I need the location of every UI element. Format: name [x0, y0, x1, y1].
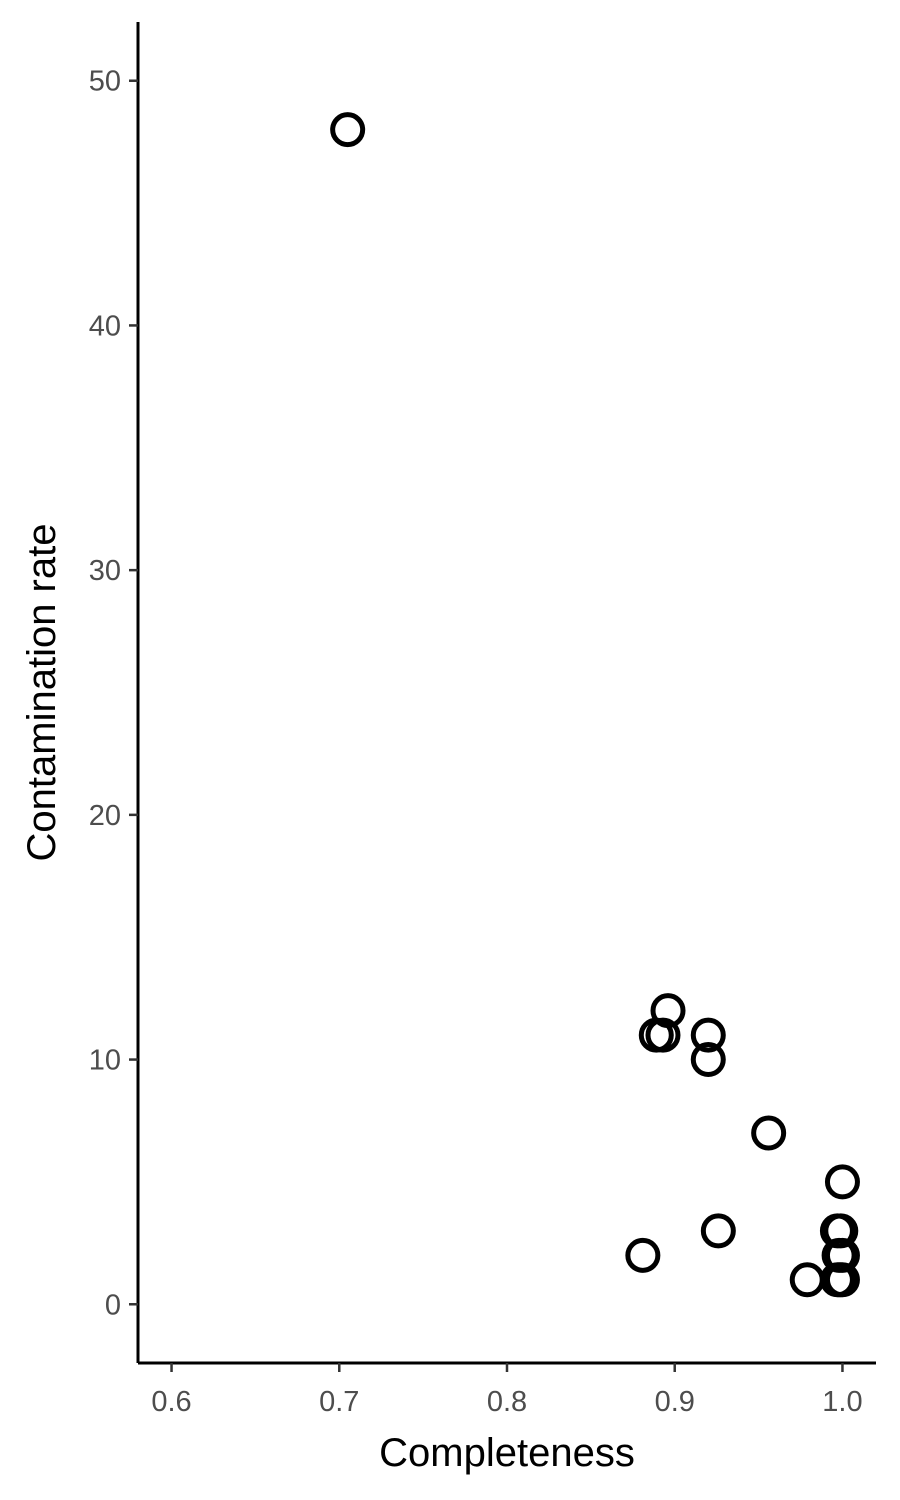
y-tick-label: 20: [89, 800, 121, 832]
data-point: [330, 112, 366, 148]
points-layer: [330, 112, 860, 1298]
y-tick-label: 40: [89, 310, 121, 342]
x-tick-label: 0.6: [151, 1386, 191, 1418]
x-tick-label: 1.0: [822, 1386, 862, 1418]
y-axis-title: Contamination rate: [20, 524, 64, 862]
y-tick-label: 0: [105, 1289, 121, 1321]
data-point: [690, 1017, 726, 1053]
x-axis-title: Completeness: [379, 1431, 635, 1475]
x-tick-label: 0.9: [655, 1386, 695, 1418]
x-tick-label: 0.7: [319, 1386, 359, 1418]
y-tick-label: 10: [89, 1045, 121, 1077]
data-point: [824, 1262, 860, 1298]
axes-layer: [136, 22, 876, 1365]
ticks-layer: 0.6 0.7 0.8 0.9 1.0 0 10 20 30 40 50: [89, 66, 863, 1418]
y-tick-label: 30: [89, 555, 121, 587]
data-point: [824, 1237, 860, 1273]
data-point: [700, 1213, 736, 1249]
data-point: [824, 1164, 860, 1200]
data-point: [645, 1017, 681, 1053]
data-point: [823, 1213, 859, 1249]
y-tick-label: 50: [89, 66, 121, 98]
data-point: [751, 1115, 787, 1151]
data-point: [625, 1237, 661, 1273]
data-point: [690, 1042, 726, 1078]
data-point: [789, 1262, 825, 1298]
x-tick-label: 0.8: [487, 1386, 527, 1418]
